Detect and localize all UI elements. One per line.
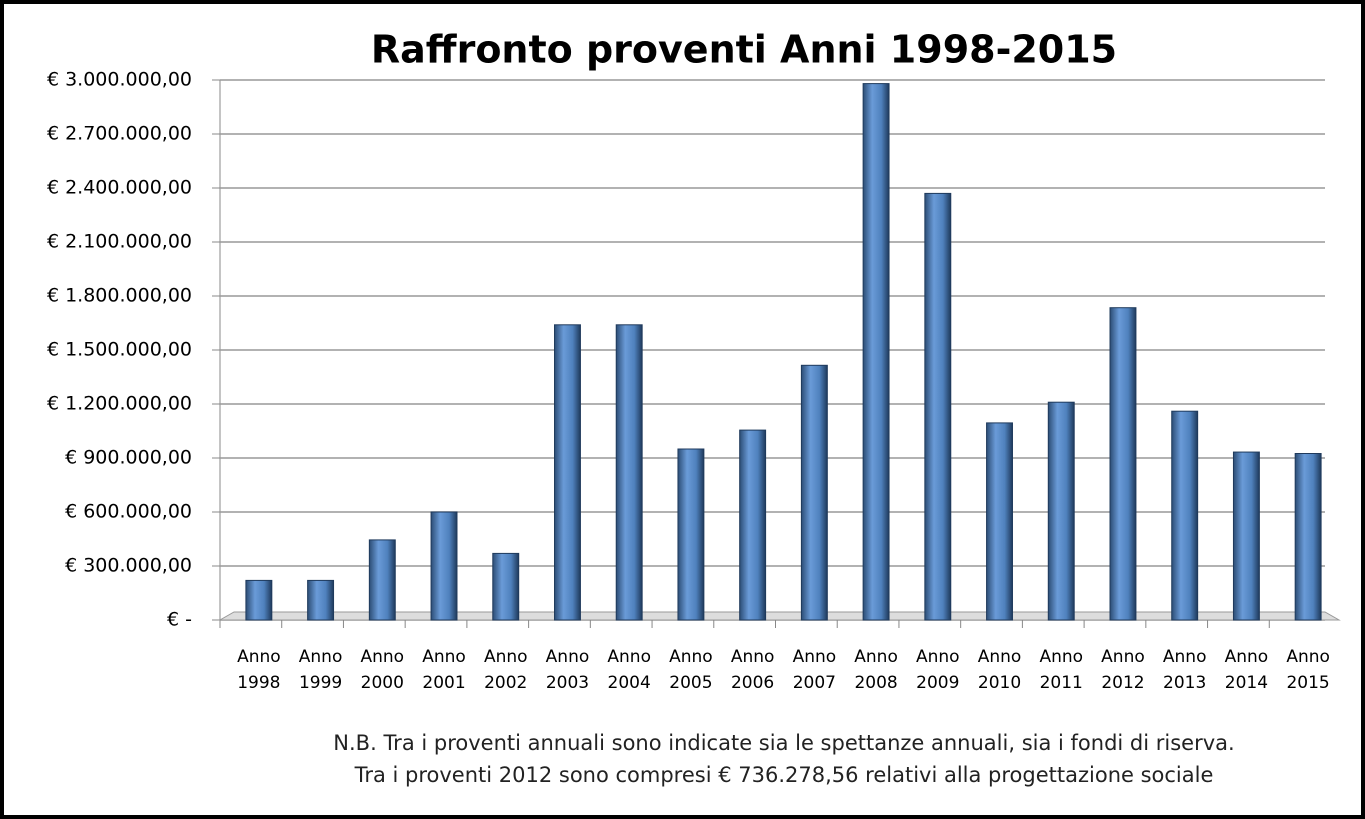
x-tick-label: Anno 2013 [1162, 647, 1207, 693]
x-tick-label: Anno 2006 [730, 647, 775, 693]
bar [800, 364, 828, 621]
bar [615, 324, 643, 621]
x-tick-label: Anno 2015 [1286, 647, 1330, 693]
y-tick-label: € 3.000.000,00 [47, 69, 192, 91]
bar [739, 429, 767, 621]
x-tick-label: Anno 2007 [792, 647, 837, 693]
bar [1047, 401, 1075, 621]
bar [1294, 453, 1322, 621]
bar [986, 422, 1013, 621]
bar [677, 448, 705, 621]
x-tick-label: Anno 2002 [483, 647, 528, 693]
x-tick-label: Anno 2005 [669, 647, 713, 693]
y-tick-label: € 2.100.000,00 [47, 231, 192, 253]
y-tick-label: € 2.700.000,00 [47, 123, 192, 145]
bar [554, 324, 581, 621]
x-tick-label: Anno 2004 [607, 647, 651, 693]
x-tick-label: Anno 1998 [237, 647, 281, 693]
x-tick-label: Anno 2008 [854, 647, 898, 693]
x-tick-label: Anno 2014 [1224, 647, 1269, 693]
note: N.B. Tra i proventi annuali sono indicat… [333, 731, 1235, 755]
y-tick-label: € 300.000,00 [65, 555, 192, 577]
x-tick-label: Anno 2011 [1039, 647, 1084, 693]
y-tick-label: € 1.800.000,00 [47, 285, 192, 307]
bar [307, 579, 335, 621]
bar [1171, 410, 1199, 621]
x-tick-label: Anno 2012 [1101, 647, 1145, 693]
bar [430, 511, 458, 621]
y-tick-label: € 600.000,00 [65, 501, 192, 523]
y-tick-label: € 1.500.000,00 [47, 339, 192, 361]
bar [245, 579, 273, 621]
bar [1232, 451, 1260, 621]
bar [492, 552, 520, 621]
y-tick-label: € 900.000,00 [65, 447, 192, 469]
y-tick-label: € - [167, 609, 192, 631]
x-tick-label: Anno 2001 [422, 647, 466, 693]
x-tick-label: Anno 2009 [916, 647, 960, 693]
y-tick-label: € 2.400.000,00 [47, 177, 192, 199]
note: Tra i proventi 2012 sono compresi € 736.… [354, 763, 1214, 787]
x-tick-label: Anno 1999 [298, 647, 343, 693]
x-tick-label: Anno 2010 [977, 647, 1022, 693]
chart-title: Raffronto proventi Anni 1998-2015 [371, 28, 1117, 72]
chart: Raffronto proventi Anni 1998-2015 € - € 3… [47, 28, 1341, 631]
bar [368, 539, 396, 621]
x-tick-label: Anno 2003 [545, 647, 590, 693]
y-tick-label: € 1.200.000,00 [47, 393, 192, 415]
bar [1109, 307, 1137, 621]
bar [862, 83, 890, 621]
bar [924, 192, 952, 621]
x-tick-label: Anno 2000 [360, 647, 405, 693]
